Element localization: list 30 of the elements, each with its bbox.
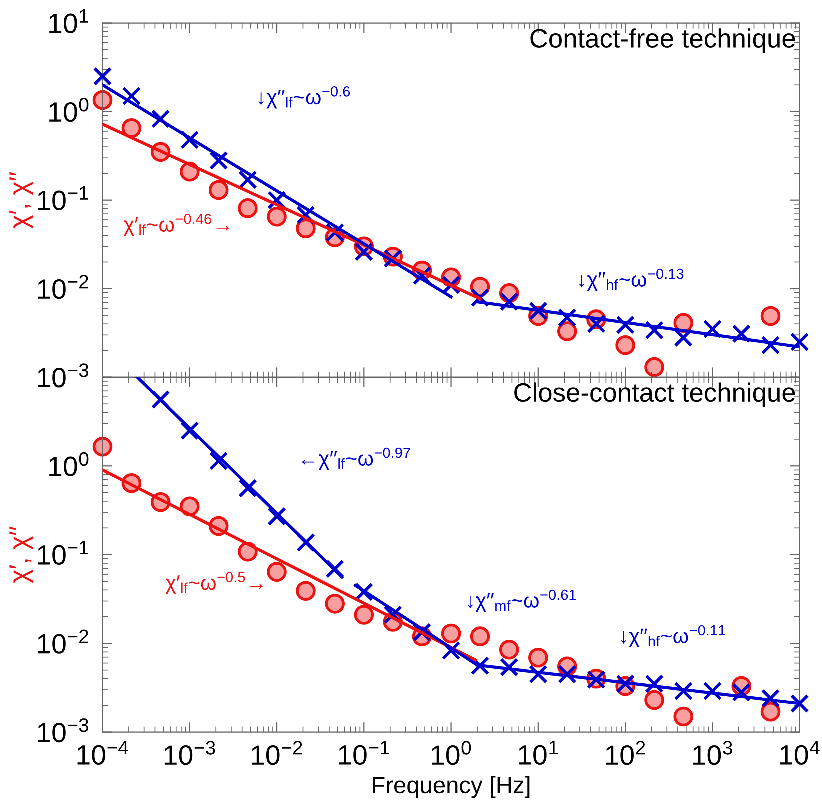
annotation: ↓χ′′$_{hf}$~ω$^{−0.11}$	[621, 625, 726, 648]
y-tick-label: 10$^{−3}$	[38, 364, 89, 388]
x-tick-label: 10$^{3}$	[693, 741, 732, 766]
y-tick-label: 10$^{−2}$	[38, 275, 88, 300]
x-tick-label: 10$^{−1}$	[339, 741, 390, 765]
annotation: ↓χ′′$_{lf}$~ω$^{−0.6}$	[258, 86, 350, 109]
x-tick-label: 10$^{2}$	[606, 741, 646, 766]
y-axis-title: χ′, χ′′	[10, 526, 34, 584]
y-tick-label: 10$^{1}$	[50, 9, 88, 34]
annotation: χ′$_{lf}$~ω$^{−0.46}$→	[124, 214, 230, 236]
chart-title: Close-contact technique	[514, 382, 796, 408]
y-tick-label: 10$^{−3}$	[38, 718, 89, 743]
x-tick-label: 10$^{4}$	[780, 741, 820, 765]
y-axis-title: χ′, χ′′	[10, 172, 34, 229]
chart-title: Contact-free technique	[530, 28, 796, 54]
x-tick-label: 10$^{0}$	[432, 741, 472, 766]
y-tick-label: 10$^{−2}$	[38, 630, 88, 654]
x-tick-label: 10$^{1}$	[519, 741, 558, 765]
annotation: ←χ′′$_{lf}$~ω$^{−0.97}$	[302, 448, 410, 470]
x-tick-label: 10$^{−3}$	[164, 741, 216, 766]
annotation: ↓χ′′$_{hf}$~ω$^{−0.13}$	[580, 268, 684, 292]
x-tick-label: 10$^{−2}$	[252, 741, 302, 766]
y-tick-label: 10$^{0}$	[50, 98, 89, 122]
y-tick-label: 10$^{−1}$	[38, 186, 88, 210]
y-tick-label: 10$^{−1}$	[38, 541, 88, 565]
x-tick-label: 10$^{−4}$	[78, 741, 128, 765]
annotation: ↓χ′′$_{mf}$~ω$^{−0.61}$	[468, 590, 576, 612]
annotation: χ′$_{lf}$~ω$^{−0.5}$→	[166, 572, 263, 594]
x-axis-title: Frequency [Hz]	[373, 776, 530, 798]
y-tick-label: 10$^{0}$	[50, 452, 89, 476]
